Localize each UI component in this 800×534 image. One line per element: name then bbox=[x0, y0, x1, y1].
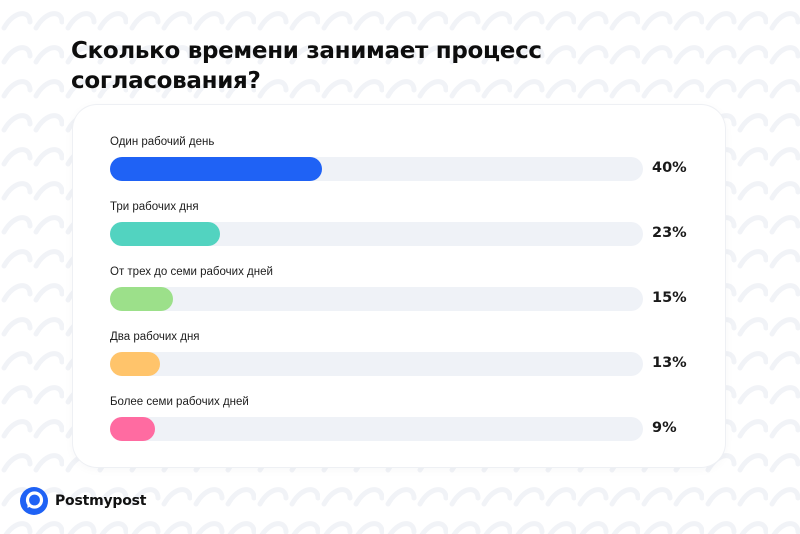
page-title: Сколько времени занимает процесс согласо… bbox=[71, 38, 542, 94]
bar-fill bbox=[110, 157, 322, 181]
bar-fill bbox=[110, 222, 220, 246]
bar-row: Более семи рабочих дней 9% bbox=[110, 396, 710, 446]
bar-track bbox=[110, 352, 643, 376]
bar-label: Два рабочих дня bbox=[110, 331, 200, 343]
chart-card: Один рабочий день 40% Три рабочих дня 23… bbox=[73, 105, 725, 467]
bar-fill bbox=[110, 417, 155, 441]
bar-label: Три рабочих дня bbox=[110, 201, 199, 213]
bar-fill bbox=[110, 352, 160, 376]
bar-value: 23% bbox=[652, 225, 687, 241]
bar-value: 40% bbox=[652, 160, 687, 176]
bar-track bbox=[110, 157, 643, 181]
bar-track bbox=[110, 287, 643, 311]
bar-row: Один рабочий день 40% bbox=[110, 136, 710, 186]
bar-track bbox=[110, 222, 643, 246]
bar-label: Один рабочий день bbox=[110, 136, 215, 148]
bar-value: 9% bbox=[652, 420, 677, 436]
postmypost-logo-icon bbox=[19, 486, 49, 516]
brand-name: Postmypost bbox=[55, 493, 147, 509]
bar-value: 13% bbox=[652, 355, 687, 371]
bar-value: 15% bbox=[652, 290, 687, 306]
bar-row: От трех до семи рабочих дней 15% bbox=[110, 266, 710, 316]
brand-logo: Postmypost bbox=[19, 486, 146, 516]
bar-fill bbox=[110, 287, 173, 311]
bar-row: Два рабочих дня 13% bbox=[110, 331, 710, 381]
bar-label: От трех до семи рабочих дней bbox=[110, 266, 273, 278]
bar-row: Три рабочих дня 23% bbox=[110, 201, 710, 251]
bar-label: Более семи рабочих дней bbox=[110, 396, 249, 408]
bar-track bbox=[110, 417, 643, 441]
